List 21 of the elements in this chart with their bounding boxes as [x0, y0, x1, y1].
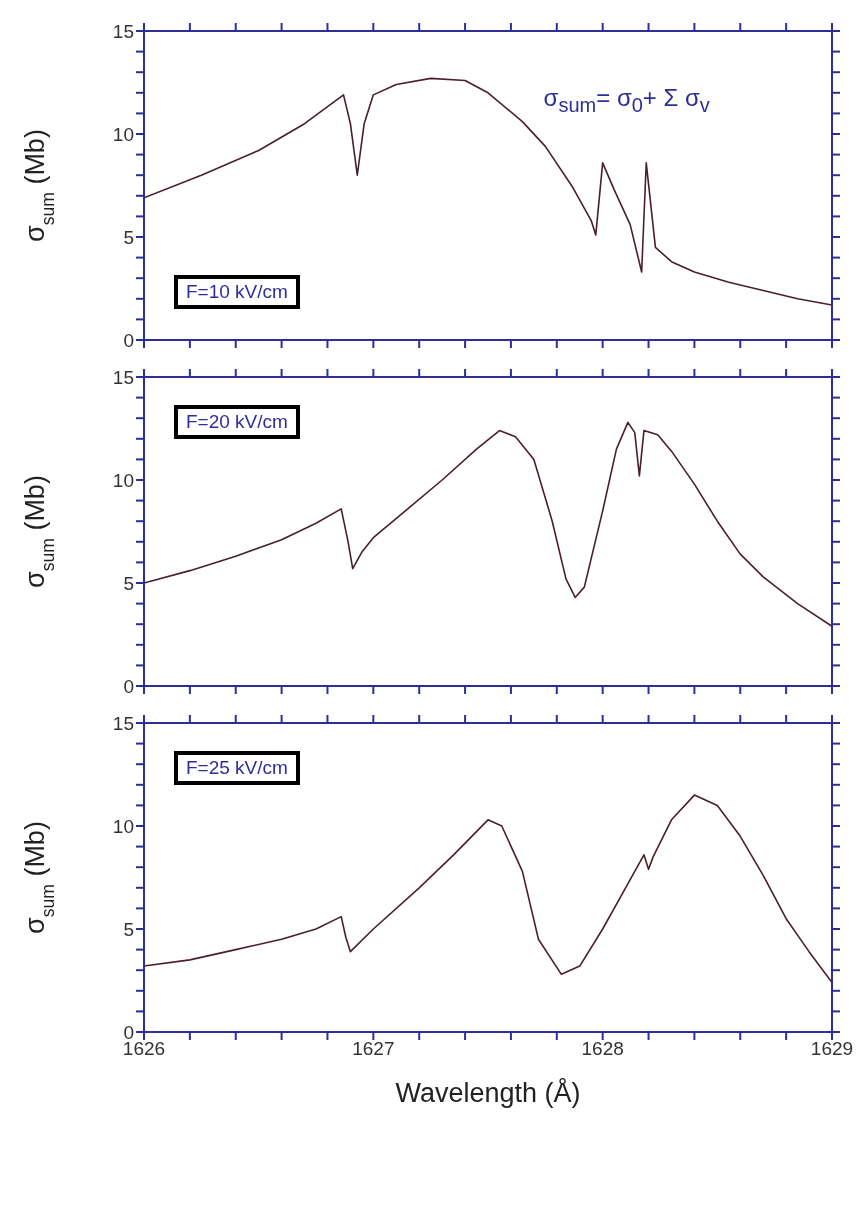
y-tick-label: 0 — [123, 329, 134, 351]
x-tick-label: 1629 — [810, 1038, 854, 1060]
annotation: F=10 kV/cm — [174, 274, 300, 309]
y-tick-label: 10 — [112, 815, 134, 837]
y-tick-label: 10 — [112, 469, 134, 491]
y-tick-label: 15 — [112, 20, 134, 42]
y-tick-label: 5 — [123, 572, 134, 594]
y-tick-label: 10 — [112, 123, 134, 145]
x-tick-label: 1627 — [352, 1038, 395, 1060]
annotation: σ$_{sum}$= σ$_{0}$+ Σ σ$_{v}$ — [543, 84, 710, 117]
annotation: F=25 kV/cm — [174, 750, 300, 785]
y-tick-label: 0 — [123, 675, 134, 697]
x-tick-label: 1628 — [581, 1038, 624, 1060]
y-tick-label: 15 — [112, 712, 134, 734]
line-series — [144, 794, 832, 984]
annotation: F=20 kV/cm — [174, 404, 300, 439]
y-tick-label: 5 — [123, 226, 134, 248]
y-tick-label: 5 — [123, 918, 134, 940]
line-series — [144, 77, 832, 306]
y-tick-label: 15 — [112, 366, 134, 388]
x-axis-title: Wavelength (Å) — [395, 1077, 581, 1108]
